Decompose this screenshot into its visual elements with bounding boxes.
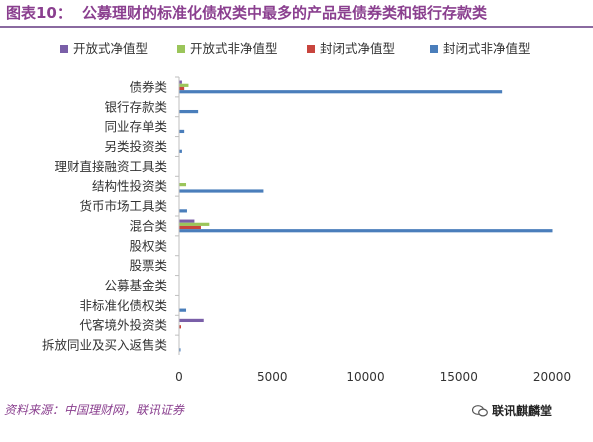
bar (179, 129, 185, 134)
bar (179, 149, 182, 153)
legend-label-1: 开放式非净值型 (190, 41, 278, 56)
bar (179, 325, 181, 329)
bar (179, 189, 264, 193)
figure-number: 图表10： (6, 4, 72, 22)
legend-label-2: 封闭式净值型 (320, 41, 396, 56)
category-label: 银行存款类 (104, 99, 167, 114)
bar (179, 90, 503, 94)
bar-chart: 债券类银行存款类同业存单类另类投资类理财直接融资工具类结构性投资类货币市场工具类… (42, 76, 571, 384)
bar (179, 222, 210, 226)
category-label: 货币市场工具类 (79, 199, 167, 214)
bar (179, 83, 189, 87)
category-label: 非标准化债权类 (79, 298, 167, 313)
legend-item-series-3: 封闭式非净值型 (430, 38, 531, 57)
legend-label-3: 封闭式非净值型 (443, 41, 531, 56)
bar (179, 86, 185, 91)
category-label: 股权类 (129, 238, 167, 253)
legend-swatch-3 (430, 44, 438, 53)
x-tick-label: 20000 (533, 370, 571, 384)
legend-item-series-0: 开放式净值型 (60, 38, 148, 57)
bar (179, 80, 182, 84)
watermark-text: 联讯麒麟堂 (492, 404, 553, 418)
bar (179, 348, 181, 352)
x-tick-label: 5000 (257, 370, 288, 384)
category-label: 结构性投资类 (92, 179, 168, 194)
legend-swatch-1 (177, 44, 185, 53)
category-label: 理财直接融资工具类 (54, 159, 167, 174)
bar (179, 183, 187, 187)
bar (179, 219, 195, 223)
bar (179, 209, 187, 213)
legend-item-series-1: 开放式非净值型 (177, 38, 278, 57)
wechat-icon (472, 404, 488, 417)
bar (179, 109, 199, 114)
chart-legend: 开放式净值型 开放式非净值型 封闭式净值型 封闭式非净值型 (60, 38, 580, 58)
category-label: 混合类 (129, 218, 167, 233)
figure-header: 图表10： 公募理财的标准化债权类中最多的产品是债券类和银行存款类 (0, 0, 593, 28)
legend-swatch-2 (307, 44, 315, 53)
category-label: 股票类 (129, 258, 167, 273)
bar (179, 308, 187, 312)
bar (179, 225, 201, 230)
figure-title: 公募理财的标准化债权类中最多的产品是债券类和银行存款类 (82, 4, 488, 22)
watermark: 联讯麒麟堂 (472, 402, 552, 419)
category-label: 代客境外投资类 (79, 318, 167, 333)
legend-item-series-2: 封闭式净值型 (307, 38, 395, 57)
bar (179, 318, 204, 323)
category-label: 另类投资类 (104, 139, 167, 154)
legend-swatch-0 (60, 44, 68, 53)
category-label: 拆放同业及买入返售类 (42, 338, 168, 353)
x-tick-label: 10000 (346, 370, 384, 384)
legend-label-0: 开放式净值型 (73, 41, 149, 56)
bar (179, 229, 553, 233)
category-label: 债券类 (129, 79, 167, 94)
category-label: 同业存单类 (104, 119, 167, 134)
x-tick-label: 0 (175, 370, 183, 384)
x-tick-label: 15000 (440, 370, 478, 384)
source-note: 资料来源：中国理财网，联讯证券 (4, 403, 185, 417)
category-label: 公募基金类 (104, 278, 167, 293)
